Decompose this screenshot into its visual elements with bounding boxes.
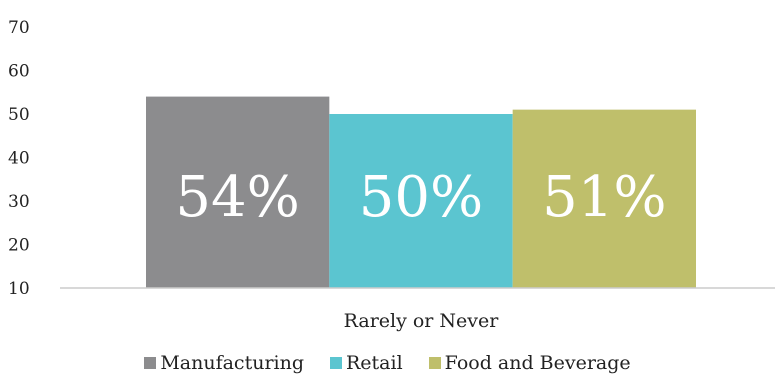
legend-item-food-and-beverage: Food and Beverage	[428, 352, 631, 374]
y-tick-label: 70	[8, 18, 30, 38]
data-label-retail: 50%	[359, 165, 483, 230]
y-tick-label: 10	[8, 279, 30, 299]
bar-manufacturing	[146, 96, 330, 288]
data-label-manufacturing: 54%	[175, 165, 299, 230]
legend-swatch-food-and-beverage	[428, 357, 441, 369]
legend-label-food-and-beverage: Food and Beverage	[444, 352, 631, 374]
category-label: Rarely or Never	[344, 310, 500, 332]
bar-food-and-beverage	[512, 109, 696, 289]
legend-item-retail: Retail	[330, 352, 403, 374]
y-tick-label: 20	[8, 236, 30, 256]
y-tick-label: 30	[8, 192, 30, 212]
legend-item-manufacturing: Manufacturing	[144, 352, 304, 374]
y-axis-ticks: 10 20 30 40 50 60 70	[8, 18, 30, 299]
legend-label-manufacturing: Manufacturing	[160, 352, 304, 374]
legend-swatch-manufacturing	[144, 357, 157, 369]
data-label-food-and-beverage: 51%	[542, 165, 666, 230]
bar-retail	[329, 114, 513, 288]
y-tick-label: 50	[8, 105, 30, 125]
bars-group: 54% 50% 51%	[146, 96, 696, 289]
bar-chart: 10 20 30 40 50 60 70 54% 50% 51% Rarely or Never	[8, 18, 775, 332]
legend-swatch-retail	[330, 357, 342, 369]
legend: Manufacturing Retail Food and Beverage	[0, 352, 775, 374]
y-tick-label: 60	[8, 62, 30, 82]
y-tick-label: 40	[8, 149, 30, 169]
legend-label-retail: Retail	[346, 352, 403, 374]
